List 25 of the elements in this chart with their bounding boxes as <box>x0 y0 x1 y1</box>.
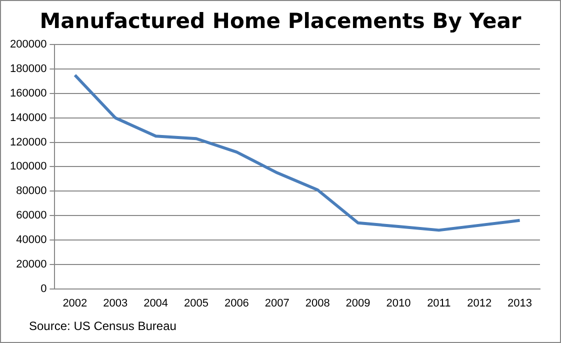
x-tick-label: 2003 <box>103 297 128 310</box>
x-tick-label: 2007 <box>264 297 290 310</box>
y-tick-label: 0 <box>40 282 47 295</box>
x-tick-label: 2012 <box>467 297 492 310</box>
y-tick-label: 100000 <box>10 160 47 173</box>
y-tick-label: 60000 <box>16 210 47 222</box>
y-tick-label: 200000 <box>10 38 47 51</box>
x-tick-label: 2010 <box>386 297 411 310</box>
y-tick-label: 20000 <box>16 258 47 270</box>
x-tick-label: 2008 <box>305 297 330 310</box>
x-tick-label: 2004 <box>144 297 168 310</box>
y-tick-label: 80000 <box>16 185 47 198</box>
source-note: Source: US Census Bureau <box>29 319 176 333</box>
x-tick-label: 2005 <box>184 297 208 310</box>
y-tick-label: 140000 <box>10 112 47 124</box>
y-tick-label: 40000 <box>16 234 47 246</box>
x-tick-label: 2002 <box>62 297 88 310</box>
x-tick-label: 2013 <box>508 297 532 310</box>
x-tick-label: 2006 <box>224 297 249 310</box>
x-tick-label: 2009 <box>346 297 370 310</box>
y-tick-label: 160000 <box>10 87 47 100</box>
y-tick-label: 120000 <box>10 136 47 148</box>
chart-title: Manufactured Home Placements By Year <box>38 9 522 33</box>
x-tick-label: 2011 <box>427 297 451 310</box>
y-tick-label: 180000 <box>10 63 47 76</box>
